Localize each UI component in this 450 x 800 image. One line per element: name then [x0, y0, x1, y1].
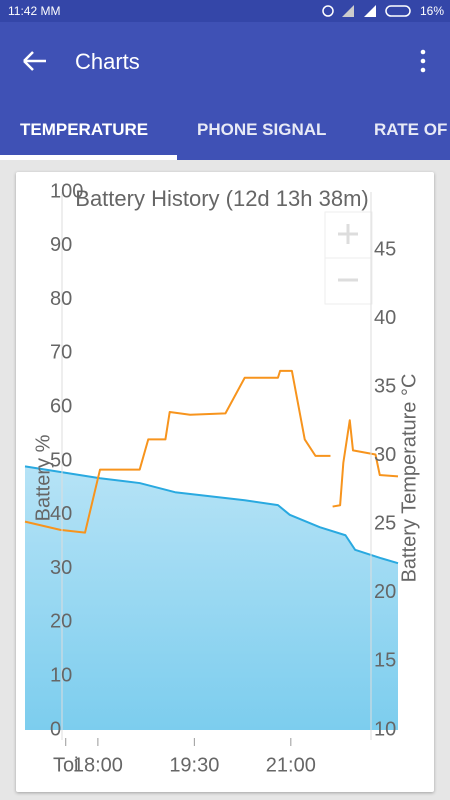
y-tick-label: 30	[50, 557, 72, 579]
app-bar: Charts	[0, 22, 450, 100]
y2-tick-label: 10	[374, 718, 396, 740]
zoom-in[interactable]	[338, 224, 358, 244]
status-bar: 11:42 MM 16%	[0, 0, 450, 22]
x-tick-label: 18:00	[73, 754, 123, 776]
y2-tick-label: 35	[374, 376, 396, 398]
tab[interactable]: RATE OF	[374, 120, 448, 139]
battery-line	[24, 465, 399, 565]
y2-tick-label: 40	[374, 307, 396, 329]
zoom-controls	[324, 211, 373, 305]
app-title: Charts	[75, 49, 140, 74]
status-icons	[322, 5, 411, 17]
x-tick-label: 21:00	[266, 754, 316, 776]
x-tick-label: Toi	[53, 754, 79, 776]
clock: 11:42 MM	[8, 4, 61, 18]
y-tick-label: 100	[50, 180, 83, 202]
y-axis-label: Battery %	[32, 434, 54, 521]
battery-level: 16%	[420, 4, 445, 18]
x-tick-label: 19:30	[169, 754, 219, 776]
y2-tick-label: 30	[374, 444, 396, 466]
temperature-line	[332, 419, 399, 508]
y-tick-label: 0	[50, 718, 61, 740]
y-tick-label: 90	[50, 234, 72, 256]
y-tick-label: 60	[50, 395, 72, 417]
tab-bar: TEMPERATURE PHONE SIGNAL RATE OF	[0, 100, 450, 160]
y-tick-label: 80	[50, 288, 72, 310]
y2-axis-label: Battery Temperature °C	[398, 374, 420, 583]
temperature-line	[24, 369, 331, 534]
y-tick-label: 50	[50, 449, 72, 471]
y-tick-label: 40	[50, 503, 72, 525]
y-tick-label: 70	[50, 342, 72, 364]
tab[interactable]: PHONE SIGNAL	[197, 120, 327, 139]
battery-area	[25, 466, 398, 730]
y2-tick-label: 20	[374, 581, 396, 603]
y2-tick-label: 15	[374, 650, 396, 672]
y-tick-label: 20	[50, 611, 72, 633]
y-tick-label: 10	[50, 664, 72, 686]
tab[interactable]: TEMPERATURE	[20, 120, 149, 139]
y2-tick-label: 25	[374, 513, 396, 535]
menu-button[interactable]	[418, 46, 428, 76]
back-button[interactable]	[20, 46, 50, 76]
y2-tick-label: 45	[374, 239, 396, 261]
tab-indicator	[0, 155, 177, 160]
chart-title: Battery History (12d 13h 38m)	[75, 186, 368, 211]
